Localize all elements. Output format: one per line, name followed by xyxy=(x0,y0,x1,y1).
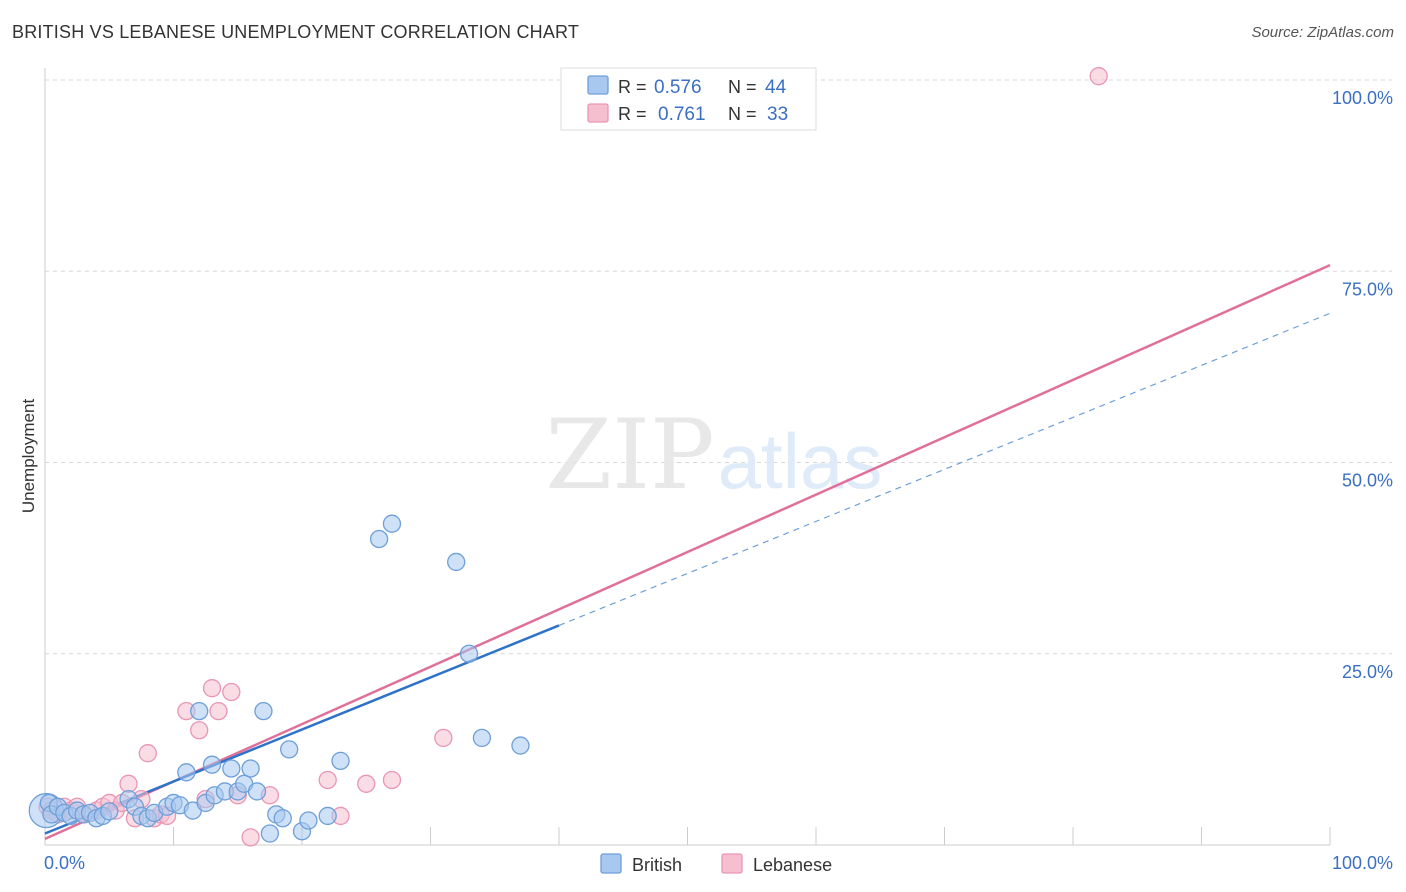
lebanese-trend-line xyxy=(44,263,1331,841)
lebanese-point-31 xyxy=(382,770,402,790)
y-tick-label-2: 75.0% xyxy=(1342,279,1393,299)
british-point-38 xyxy=(299,811,318,830)
y-tick-label-3: 100.0% xyxy=(1332,88,1393,108)
lebanese-point-33 xyxy=(1089,67,1108,86)
british-point-30 xyxy=(241,759,260,778)
british-point-20 xyxy=(177,763,196,782)
lebanese-point-23 xyxy=(209,701,228,721)
y-axis-label: Unemployment xyxy=(19,399,38,514)
legend-r-value-british: 0.576 xyxy=(654,77,702,98)
lebanese-point-30 xyxy=(357,774,376,793)
legend-r-label-british: R = xyxy=(618,77,647,97)
x-tick-label-0: 0.0% xyxy=(44,853,85,873)
bottom-legend-swatch-lebanese xyxy=(721,853,743,874)
british-point-44 xyxy=(459,644,479,663)
bottom-legend: British Lebanese xyxy=(600,853,832,875)
legend-n-value-british: 44 xyxy=(765,77,787,98)
british-point-46 xyxy=(511,736,530,755)
lebanese-point-15 xyxy=(138,744,157,763)
legend-swatch-lebanese xyxy=(587,103,609,123)
british-point-27 xyxy=(222,759,241,778)
y-tick-label-1: 50.0% xyxy=(1342,471,1393,491)
british-point-33 xyxy=(260,824,280,843)
bottom-legend-swatch-british xyxy=(600,853,622,874)
british-point-43 xyxy=(447,552,466,572)
bottom-legend-lebanese: Lebanese xyxy=(753,855,832,875)
british-point-11 xyxy=(100,802,119,821)
legend-r-label-lebanese: R = xyxy=(618,104,647,124)
british-point-40 xyxy=(331,751,350,770)
trend-layer xyxy=(44,263,1331,841)
bottom-legend-british: British xyxy=(632,855,682,875)
british-point-36 xyxy=(279,740,299,759)
british-point-41 xyxy=(369,529,389,549)
british-point-24 xyxy=(202,755,222,774)
british-point-31 xyxy=(247,782,267,801)
tick-labels: 25.0% 50.0% 75.0% 100.0% 0.0% 100.0% xyxy=(44,88,1393,873)
british-point-22 xyxy=(190,701,209,721)
british-point-39 xyxy=(318,806,337,826)
british-point-42 xyxy=(382,514,402,533)
source-label: Source: ZipAtlas.com xyxy=(1251,24,1394,41)
legend-n-label-lebanese: N = xyxy=(728,104,757,124)
lebanese-point-32 xyxy=(434,728,453,748)
british-point-35 xyxy=(273,809,292,828)
lebanese-point-12 xyxy=(119,774,138,793)
lebanese-point-24 xyxy=(222,682,241,702)
y-tick-label-0: 25.0% xyxy=(1342,662,1393,682)
watermark-zip: ZIP xyxy=(545,399,714,511)
watermark: ZIP atlas xyxy=(545,399,882,511)
lebanese-point-26 xyxy=(241,828,260,847)
lebanese-point-20 xyxy=(190,721,209,740)
grid-layer xyxy=(45,79,1392,655)
watermark-atlas: atlas xyxy=(718,417,883,505)
legend-n-label-british: N = xyxy=(728,77,757,97)
legend-swatch-british xyxy=(587,75,609,95)
british-point-32 xyxy=(254,701,273,721)
x-tick-label-1: 100.0% xyxy=(1332,853,1393,873)
legend-n-value-lebanese: 33 xyxy=(767,104,788,125)
lebanese-point-22 xyxy=(202,679,222,698)
lebanese-point-28 xyxy=(318,770,337,790)
british-point-45 xyxy=(472,728,492,748)
british-trend-extension xyxy=(558,312,1331,627)
british-points xyxy=(28,514,530,843)
legend: R = 0.576 N = 44 R = 0.761 N = 33 xyxy=(560,67,817,131)
legend-r-value-lebanese: 0.761 xyxy=(658,104,706,125)
chart-title: BRITISH VS LEBANESE UNEMPLOYMENT CORRELA… xyxy=(12,22,580,42)
